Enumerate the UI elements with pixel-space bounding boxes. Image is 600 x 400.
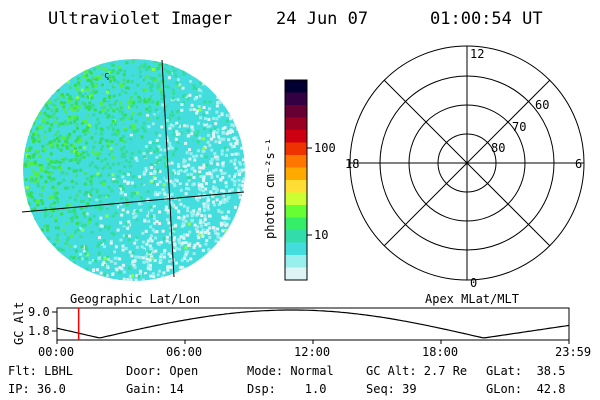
- colorbar-swatch: [285, 155, 307, 168]
- altitude-xtick-00: 00:00: [38, 345, 75, 359]
- info-gc-alt: GC Alt: 2.7 Re: [366, 364, 468, 378]
- mlt-label-18: 18: [345, 157, 360, 171]
- altitude-panel: [52, 307, 570, 344]
- mlat-label-70: 70: [512, 120, 527, 134]
- colorbar-swatch: [285, 192, 307, 206]
- longitude-line: [161, 59, 175, 278]
- instrument-title: Ultraviolet Imager: [48, 9, 233, 29]
- colorbar-swatch: [285, 117, 307, 131]
- colorbar-swatch: [285, 92, 307, 106]
- image-marker-glyph: ς: [104, 71, 109, 81]
- caption-apex: Apex MLat/MLT: [425, 292, 519, 306]
- altitude-frame: [56, 307, 570, 341]
- caption-geographic: Geographic Lat/Lon: [70, 292, 201, 306]
- colorbar-swatch: [285, 217, 307, 231]
- colorbar-label-wrap: photon cm⁻²s⁻¹: [263, 138, 292, 239]
- image-date: 24 Jun 07: [276, 9, 369, 29]
- altitude-xtick-12: 12:00: [294, 345, 331, 359]
- info-dsp: Dsp: 1.0: [247, 382, 327, 396]
- info-gain: Gain: 14: [126, 382, 184, 396]
- colorbar-swatch: [285, 130, 307, 143]
- info-glat: GLat: 38.5: [486, 364, 566, 378]
- info-ip: IP: 36.0: [8, 382, 66, 396]
- info-door: Door: Open: [126, 364, 199, 378]
- mlt-diagonal-b: [383, 79, 551, 247]
- mlt-label-6: 6: [575, 157, 583, 171]
- image-time: 01:00:54 UT: [430, 9, 543, 29]
- colorbar-swatch: [285, 242, 307, 256]
- colorbar-swatch: [285, 180, 307, 193]
- mlat-label-80: 80: [491, 141, 506, 155]
- info-seq: Seq: 39: [366, 382, 417, 396]
- info-mode: Mode: Normal: [247, 364, 334, 378]
- uv-image-pixels: [23, 59, 245, 281]
- uv-image-panel: ς: [21, 59, 245, 281]
- colorbar-label: photon cm⁻²s⁻¹: [263, 137, 277, 239]
- latitude-line: [21, 191, 245, 213]
- colorbar-swatch: [285, 267, 307, 281]
- colorbar-swatch: [285, 255, 307, 268]
- polar-grid: [349, 45, 585, 281]
- colorbar-swatch: [285, 80, 307, 93]
- altitude-ylabel: GC Alt: [12, 301, 26, 345]
- colorbar-tick-10: 10: [314, 228, 329, 242]
- colorbar-swatch: [285, 167, 307, 181]
- colorbar: [284, 79, 308, 281]
- colorbar-frame: [284, 79, 308, 281]
- colorbar-swatch: [285, 230, 307, 243]
- mlt-label-0: 0: [470, 276, 478, 290]
- altitude-xtick-2359: 23:59: [555, 345, 592, 359]
- colorbar-swatch: [285, 142, 307, 156]
- altitude-xtick-18: 18:00: [422, 345, 459, 359]
- colorbar-swatch: [285, 205, 307, 218]
- altitude-ytick-9: 9.0: [28, 305, 50, 319]
- altitude-xtick-06: 06:00: [166, 345, 203, 359]
- altitude-curve: [56, 309, 570, 339]
- info-filter: Flt: LBHL: [8, 364, 74, 378]
- colorbar-tick-marks: [307, 147, 312, 236]
- mlt-label-12: 12: [470, 47, 485, 61]
- colorbar-tick-100: 100: [314, 141, 336, 155]
- info-glon: GLon: 42.8: [486, 382, 566, 396]
- mlat-label-60: 60: [535, 98, 550, 112]
- altitude-ytick-1-8: 1.8: [28, 324, 50, 338]
- colorbar-swatch: [285, 105, 307, 118]
- colorbar-gradient: [285, 80, 307, 281]
